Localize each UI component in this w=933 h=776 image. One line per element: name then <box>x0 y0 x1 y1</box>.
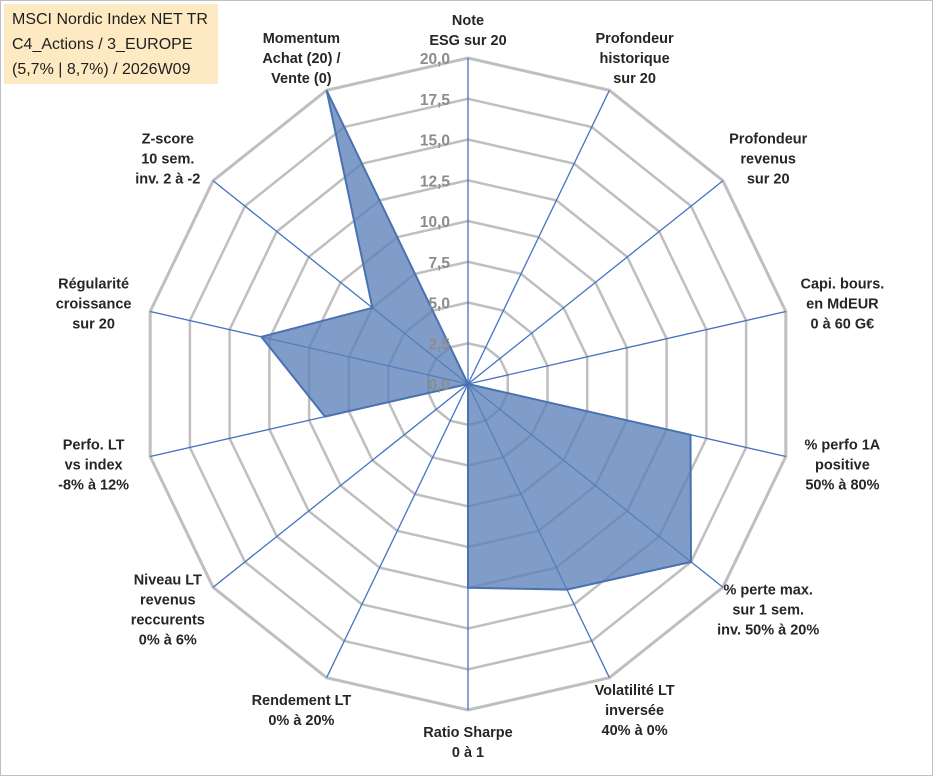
axis-label: Volatilité LT inversée 40% à 0% <box>595 683 675 739</box>
axis-spoke <box>326 383 469 678</box>
tick-label: 20,0 <box>420 51 450 68</box>
series-area <box>259 89 693 591</box>
tick-label: 7,5 <box>428 255 450 272</box>
tick-label: 15,0 <box>420 133 450 150</box>
axis-label: Profondeur revenus sur 20 <box>729 131 807 187</box>
axis-label: % perte max. sur 1 sem. inv. 50% à 20% <box>717 583 819 639</box>
tick-label: 2,5 <box>428 336 450 353</box>
info-line-2: C4_Actions / 3_EUROPE <box>12 36 193 53</box>
axis-label: Rendement LT 0% à 20% <box>252 693 352 729</box>
tick-label: 0,0 <box>428 377 450 394</box>
tick-label: 12,5 <box>420 173 451 190</box>
axis-label: Ratio Sharpe 0 à 1 <box>423 725 512 761</box>
axis-label: Z-score 10 sem. inv. 2 à -2 <box>135 131 200 187</box>
tick-label: 10,0 <box>420 214 450 231</box>
axis-spoke <box>467 90 610 385</box>
radar-tick-labels: 0,0 2,5 5,0 7,5 10,0 12,5 15,0 17,5 20,0 <box>420 51 451 394</box>
radar-series <box>259 89 693 591</box>
axis-label: Capi. bours. en MdEUR 0 à 60 G€ <box>801 277 885 333</box>
axis-label: Perfo. LT vs index -8% à 12% <box>58 438 129 494</box>
axis-label: Profondeur historique sur 20 <box>596 31 674 87</box>
axis-spoke <box>467 180 724 385</box>
axis-label: Momentum Achat (20) / Vente (0) <box>262 31 340 87</box>
axis-spoke <box>212 383 469 588</box>
radar-axis-labels: Note ESG sur 20 Profondeur historique sur 20… <box>56 13 885 761</box>
axis-spoke <box>467 310 786 385</box>
info-box: MSCI Nordic Index NET TR C4_Actions / 3_… <box>4 4 218 84</box>
axis-label: Niveau LT revenus reccurents 0% à 6% <box>131 573 205 649</box>
info-line-3: (5,7% | 8,7%) / 2026W09 <box>12 61 191 78</box>
axis-label: Régularité croissance sur 20 <box>56 277 132 333</box>
info-line-1: MSCI Nordic Index NET TR <box>12 11 208 28</box>
tick-label: 17,5 <box>420 92 451 109</box>
axis-label: Note ESG sur 20 <box>429 13 506 49</box>
axis-label: % perfo 1A positive 50% à 80% <box>805 438 881 494</box>
tick-label: 5,0 <box>428 296 450 313</box>
